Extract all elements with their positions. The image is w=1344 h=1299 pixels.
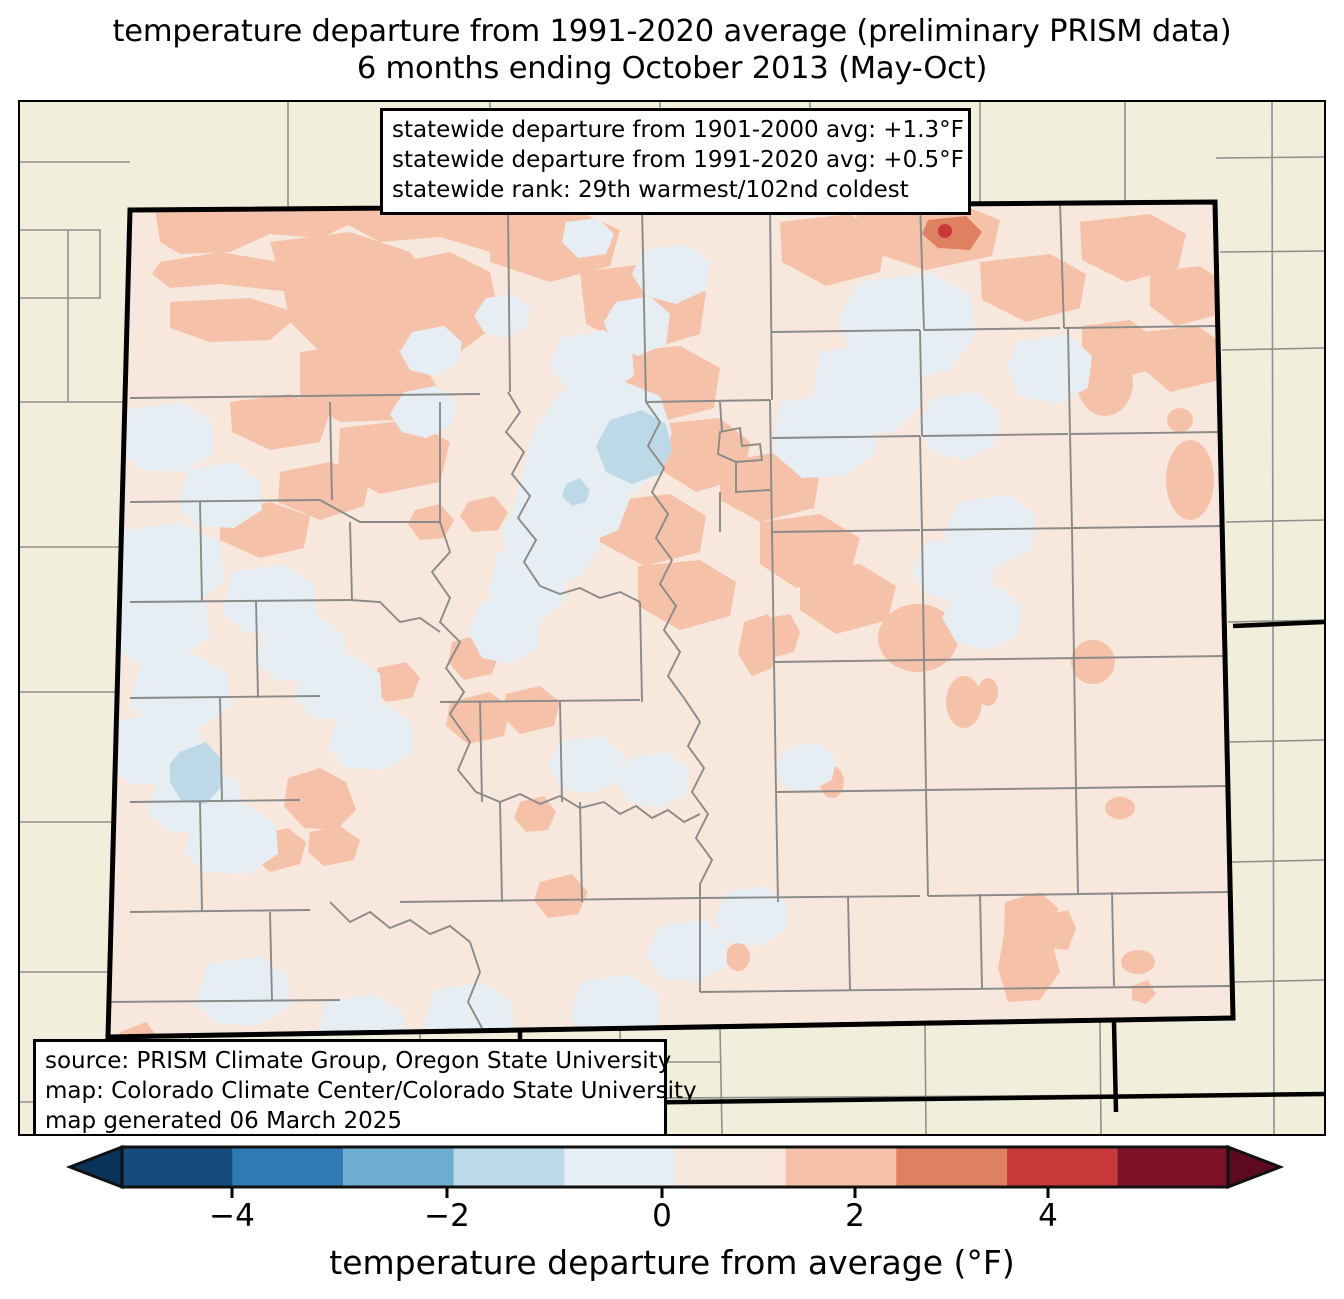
- colorbar-band-6: [785, 1147, 897, 1187]
- source-attribution-box: source: PRISM Climate Group, Oregon Stat…: [33, 1039, 697, 1134]
- anomaly-raster: [108, 202, 1233, 1037]
- anomaly-cool-band-1-2: [170, 410, 672, 804]
- colorbar-over-arrow: [1226, 1144, 1285, 1190]
- colorbar-band-7: [896, 1147, 1007, 1187]
- source-line-prism: source: PRISM Climate Group, Oregon Stat…: [45, 1048, 672, 1074]
- colorbar-band-4: [564, 1147, 675, 1187]
- source-line-map-author: map: Colorado Climate Center/Colorado St…: [45, 1077, 697, 1104]
- colorbar-tick-label-4: 4: [1038, 1198, 1058, 1234]
- title-line-2: 6 months ending October 2013 (May-Oct): [356, 50, 988, 86]
- anomaly-warm-cells: [114, 348, 1214, 1037]
- colorbar-swatches: [65, 1144, 1285, 1198]
- colorbar-region: −4 −2 0 2 4 temperature departure from avera…: [0, 1139, 1344, 1299]
- statewide-stats-box: statewide departure from 1901-2000 avg: …: [380, 108, 971, 215]
- colorbar-band-group: [65, 1144, 1285, 1190]
- anomaly-warm-band-3-4: [938, 224, 952, 238]
- colorbar-tick-label-0: −4: [209, 1198, 255, 1234]
- colorbar-band-2: [343, 1147, 454, 1187]
- anomaly-cool-band-0-1: [108, 218, 1092, 1037]
- colorbar-tick-label-2: 0: [652, 1198, 672, 1234]
- colorbar-band-3: [453, 1147, 565, 1187]
- colorbar-band-5: [675, 1147, 786, 1187]
- colorbar-tick-label-3: 2: [845, 1198, 865, 1234]
- colorbar-under-arrow: [65, 1144, 124, 1190]
- colorbar-band-9: [1117, 1147, 1228, 1187]
- colorbar-band-8: [1006, 1147, 1118, 1187]
- map-canvas: statewide departure from 1901-2000 avg: …: [18, 100, 1326, 1136]
- source-line-generated: map generated 06 March 2025: [45, 1107, 403, 1134]
- colorbar-outline: [120, 1145, 1230, 1189]
- county-boundaries: [109, 202, 1233, 1029]
- colorado-anomaly-map: [20, 102, 1324, 1134]
- title-line-1: temperature departure from 1991-2020 ave…: [112, 14, 1232, 49]
- stat-line-rank: statewide rank: 29th warmest/102nd colde…: [392, 176, 909, 203]
- anomaly-warm-band-2-3: [922, 216, 982, 250]
- colorbar-band-1: [232, 1147, 344, 1187]
- stat-line-departure-1991-2020: statewide departure from 1991-2020 avg: …: [392, 146, 964, 173]
- colorbar-tick-label-1: −2: [424, 1198, 470, 1234]
- stat-line-departure-1901-2000: statewide departure from 1901-2000 avg: …: [392, 117, 964, 143]
- page-title: temperature departure from 1991-2020 ave…: [0, 14, 1344, 87]
- colorbar-band-0: [122, 1147, 233, 1187]
- colorbar-axis-label: temperature departure from average (°F): [329, 1243, 1015, 1282]
- colorbar-tick-group: [230, 1187, 1050, 1198]
- anomaly-warm-band-1-2: [152, 204, 1226, 634]
